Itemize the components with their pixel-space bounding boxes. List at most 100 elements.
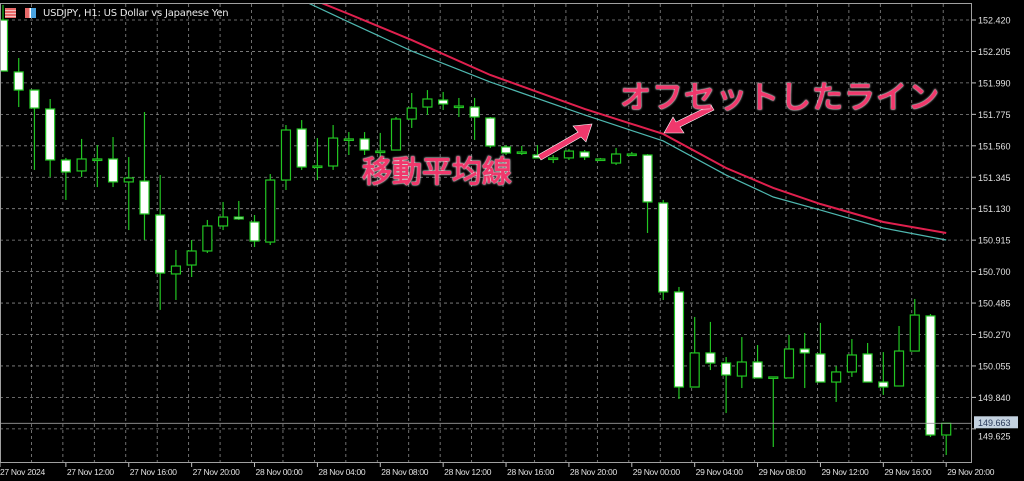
time-label: 28 Nov 00:00: [256, 467, 304, 477]
time-label: 27 Nov 16:00: [130, 467, 178, 477]
price-label: 149.625: [978, 431, 1011, 441]
candle-body-bullish: [328, 137, 339, 167]
candle-body-bullish: [123, 177, 134, 183]
candle-body-bearish: [13, 71, 24, 91]
candle-body-bearish: [579, 151, 590, 158]
candle-body-bullish: [909, 314, 920, 352]
candle-body-bearish: [249, 221, 260, 242]
candle: [45, 98, 56, 177]
candle: [107, 137, 119, 188]
time-label: 29 Nov 08:00: [759, 467, 807, 477]
time-label: 28 Nov 16:00: [507, 467, 555, 477]
candle-body-bullish: [217, 216, 229, 227]
candle-body-bullish: [768, 376, 779, 380]
candle: [799, 333, 810, 389]
candle: [296, 120, 307, 170]
candle: [563, 149, 575, 160]
candle: [186, 240, 197, 278]
candle-body-bearish: [107, 158, 119, 183]
candle-body-bullish: [280, 129, 292, 181]
candle-body-bullish: [893, 350, 905, 387]
candle: [170, 249, 182, 300]
price-label: 152.205: [978, 47, 1011, 57]
candle: [123, 157, 134, 231]
candle-body-bullish: [783, 348, 795, 379]
candle-body-bullish: [548, 157, 559, 161]
candle: [815, 322, 826, 383]
candle: [76, 138, 87, 177]
candle: [13, 58, 24, 108]
candle-body-bullish: [831, 371, 842, 383]
candle: [92, 145, 103, 188]
candle: [0, 4, 9, 72]
chart-title: USDJPY, H1: US Dollar vs Japanese Yen: [43, 8, 229, 19]
candle-body-bullish: [186, 250, 197, 266]
price-label: 150.915: [978, 236, 1011, 246]
candle: [312, 138, 323, 181]
candle-body-bearish: [878, 381, 889, 388]
time-label: 29 Nov 00:00: [633, 467, 681, 477]
candle: [406, 92, 417, 128]
candle-body-bearish: [721, 362, 732, 376]
candle-body-bullish: [375, 150, 386, 154]
candle: [626, 151, 637, 157]
candle: [438, 91, 449, 110]
price-label: 150.485: [978, 299, 1011, 309]
price-label: 149.840: [978, 393, 1011, 403]
candle-body-bearish: [673, 291, 685, 388]
candle-body-bearish: [155, 214, 166, 274]
time-axis[interactable]: 27 Nov 2024 27 Nov 12:00 27 Nov 16:00 27 No…: [0, 463, 995, 477]
time-label: 27 Nov 20:00: [193, 467, 241, 477]
candle: [705, 321, 716, 371]
candle: [485, 116, 496, 148]
moving-average-annotation: 移動平均線: [362, 155, 512, 190]
chart-list-icon[interactable]: [5, 8, 16, 18]
candle: [831, 365, 842, 402]
candle-body-bearish: [45, 108, 56, 161]
time-label: 29 Nov 20:00: [947, 467, 995, 477]
price-label: 151.990: [978, 78, 1011, 88]
candle: [280, 125, 292, 190]
time-label: 27 Nov 2024: [0, 467, 45, 477]
candle-body-bearish: [752, 361, 763, 379]
candle: [29, 89, 40, 170]
candle-body-bearish: [485, 117, 496, 147]
candle-body-bearish: [642, 154, 653, 203]
candle: [390, 116, 402, 151]
candle-body-bearish: [438, 99, 449, 105]
candle: [453, 97, 464, 117]
candle-body-bearish: [359, 138, 370, 151]
price-label: 150.700: [978, 267, 1011, 277]
current-price-badge: [974, 416, 1018, 429]
time-label: 28 Nov 20:00: [570, 467, 618, 477]
time-label: 27 Nov 12:00: [67, 467, 115, 477]
price-label: 151.775: [978, 110, 1011, 120]
price-axis[interactable]: 152.420 152.205 151.990 151.775 151.560 151.3…: [972, 16, 1018, 442]
candle-body-bearish: [815, 353, 826, 383]
annotation-arrows: [537, 104, 715, 161]
candle: [155, 175, 166, 310]
time-label: 29 Nov 04:00: [696, 467, 744, 477]
candle-body-bullish: [202, 225, 213, 252]
ma-lines: [0, 4, 972, 424]
price-label: 151.345: [978, 173, 1011, 183]
candle-body-bullish: [422, 98, 433, 108]
candle-body-bullish: [626, 153, 637, 157]
candle-body-bearish: [139, 180, 150, 215]
candle: [752, 345, 763, 379]
chart-frame: [0, 3, 972, 463]
price-label: 151.560: [978, 141, 1011, 151]
price-label: 151.130: [978, 204, 1011, 214]
candle: [925, 314, 936, 438]
chart-type-icon[interactable]: [25, 8, 36, 18]
candle-body-bullish: [941, 422, 952, 436]
candle: [469, 97, 480, 140]
candle-body-bullish: [343, 138, 354, 142]
candle-body-bullish: [76, 158, 87, 172]
candle-body-bearish: [0, 19, 9, 72]
grid: [0, 4, 972, 462]
plot-border: [0, 3, 972, 463]
candle-body-bearish: [469, 106, 480, 118]
candle: [862, 342, 873, 383]
